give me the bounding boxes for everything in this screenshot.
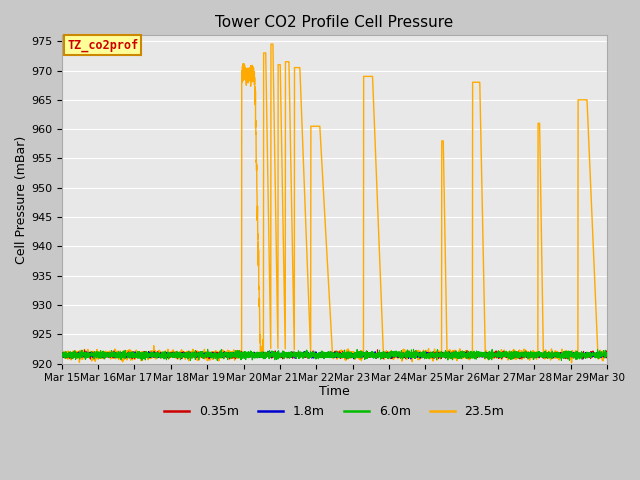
Y-axis label: Cell Pressure (mBar): Cell Pressure (mBar): [15, 135, 28, 264]
X-axis label: Time: Time: [319, 385, 349, 398]
Text: TZ_co2prof: TZ_co2prof: [67, 38, 138, 51]
Legend: 0.35m, 1.8m, 6.0m, 23.5m: 0.35m, 1.8m, 6.0m, 23.5m: [159, 400, 509, 423]
Title: Tower CO2 Profile Cell Pressure: Tower CO2 Profile Cell Pressure: [215, 15, 454, 30]
